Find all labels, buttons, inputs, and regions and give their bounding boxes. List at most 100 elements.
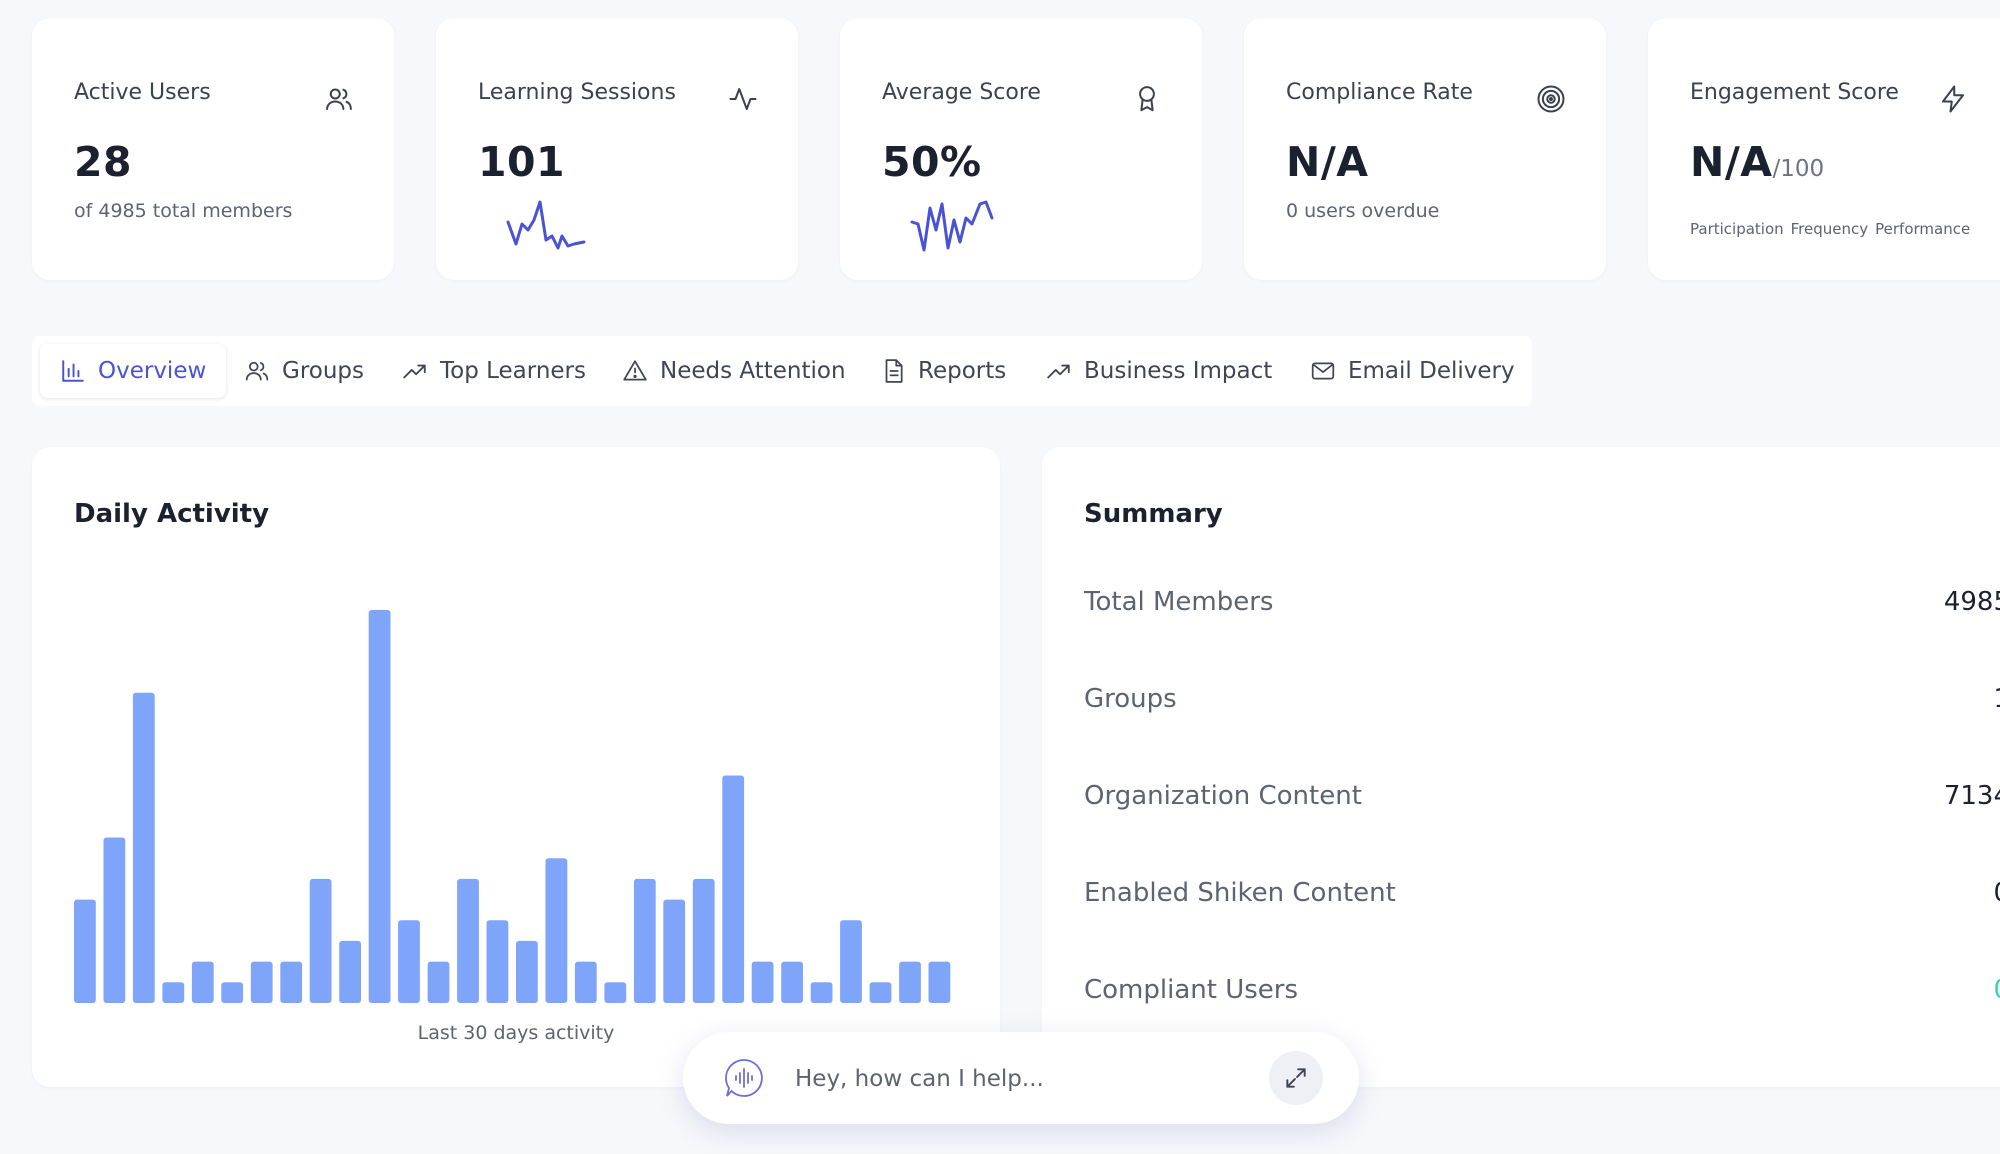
activity-bar: [751, 961, 774, 1003]
activity-bar: [457, 878, 479, 1003]
target-icon: [1536, 84, 1566, 114]
chart-caption: Last 30 days activity: [418, 1022, 615, 1044]
bar-chart-icon: [62, 360, 84, 382]
score-sparkline: [910, 200, 994, 252]
stat-title: Engagement Score: [1690, 80, 1899, 105]
stat-title: Average Score: [882, 80, 1041, 105]
summary-value: 4985: [1943, 587, 2000, 617]
trending-up-icon: [403, 364, 426, 379]
stat-card-active-users: Active Users 28 of 4985 total members: [32, 18, 394, 280]
tab-top-learners[interactable]: Top Learners: [402, 344, 586, 398]
expand-icon: [1286, 1068, 1306, 1088]
activity-bar: [103, 837, 126, 1003]
activity-bar: [309, 878, 332, 1003]
activity-bar: [899, 961, 921, 1003]
stat-subtext: of 4985 total members: [74, 200, 293, 222]
tab-label: Reports: [918, 358, 1007, 384]
tab-label: Business Impact: [1084, 358, 1273, 384]
stat-card-engagement-score: Engagement Score N/A/100 Participation Fr…: [1648, 18, 2000, 280]
mail-icon: [1311, 362, 1335, 380]
engagement-labels: Participation Frequency Performance: [1690, 220, 1977, 238]
activity-bar: [74, 899, 96, 1003]
tab-bar: Overview Groups Top Learners Needs Atten…: [32, 336, 1532, 406]
activity-bar: [132, 692, 155, 1003]
summary-value: 1: [1993, 684, 2000, 714]
activity-bar: [928, 961, 951, 1003]
stat-card-learning-sessions: Learning Sessions 101: [436, 18, 798, 280]
tab-email-delivery[interactable]: Email Delivery: [1310, 344, 1515, 398]
daily-activity-chart: Last 30 days activity: [74, 610, 951, 1044]
stat-value: 28: [74, 138, 133, 186]
summary-row-enabled-shiken-content: Enabled Shiken Content 0: [1084, 878, 2000, 918]
stat-card-compliance-rate: Compliance Rate N/A 0 users overdue: [1244, 18, 1606, 280]
stat-title: Active Users: [74, 80, 211, 105]
stat-subtext: 0 users overdue: [1286, 200, 1440, 222]
activity-bar: [810, 982, 833, 1003]
tab-label: Needs Attention: [660, 358, 846, 384]
expand-button[interactable]: [1269, 1051, 1323, 1105]
activity-bar: [781, 961, 803, 1003]
stat-title: Compliance Rate: [1286, 80, 1473, 105]
activity-bar: [221, 982, 244, 1003]
tab-business-impact[interactable]: Business Impact: [1046, 344, 1272, 398]
summary-title: Summary: [1084, 499, 1223, 529]
summary-value: 7134: [1943, 781, 2000, 811]
activity-bar: [840, 920, 862, 1003]
daily-activity-panel: Daily Activity Last 30 days activity: [32, 447, 1000, 1087]
assistant-bar: [683, 1032, 1359, 1124]
stat-card-average-score: Average Score 50%: [840, 18, 1202, 280]
tab-label: Top Learners: [440, 358, 586, 384]
summary-value: 0: [1993, 975, 2000, 1005]
award-icon: [1132, 84, 1162, 114]
tab-label: Email Delivery: [1348, 358, 1515, 384]
summary-value: 0: [1993, 878, 2000, 908]
activity-bar: [545, 858, 568, 1003]
activity-bar: [516, 940, 538, 1003]
assistant-input[interactable]: [793, 1056, 1237, 1102]
summary-label: Groups: [1084, 684, 1177, 714]
engagement-value-suffix: /100: [1772, 156, 1825, 182]
tab-label: Groups: [282, 358, 365, 384]
activity-bar: [280, 961, 303, 1003]
trending-up-icon: [1047, 364, 1070, 379]
activity-bar: [486, 920, 509, 1003]
tab-label: Overview: [98, 358, 207, 384]
summary-row-compliant-users: Compliant Users 0: [1084, 975, 2000, 1015]
tab-overview[interactable]: Overview: [40, 344, 227, 398]
stat-value: N/A/100: [1690, 138, 1824, 186]
activity-bar: [250, 961, 273, 1003]
activity-bar: [191, 961, 214, 1003]
activity-bar: [339, 940, 361, 1003]
activity-bar: [162, 982, 185, 1003]
activity-bar: [398, 920, 420, 1003]
alert-triangle-icon: [623, 360, 647, 381]
stat-value: 101: [478, 138, 566, 186]
activity-bar: [427, 961, 450, 1003]
summary-label: Enabled Shiken Content: [1084, 878, 1396, 908]
summary-panel: Summary Total Members 4985 Groups 1 Orga…: [1042, 447, 2000, 1087]
zap-icon: [1938, 84, 1968, 114]
activity-bar: [692, 878, 715, 1003]
activity-bar: [574, 961, 597, 1003]
stat-title: Learning Sessions: [478, 80, 676, 105]
voice-icon[interactable]: [723, 1057, 765, 1099]
daily-activity-title: Daily Activity: [74, 499, 270, 529]
stat-value: N/A: [1286, 138, 1369, 186]
sessions-sparkline: [506, 200, 586, 250]
tab-groups[interactable]: Groups: [244, 344, 364, 398]
tab-reports[interactable]: Reports: [880, 344, 1006, 398]
engagement-label-frequency: Frequency: [1790, 220, 1869, 238]
stat-value: 50%: [882, 138, 982, 186]
summary-row-total-members: Total Members 4985: [1084, 587, 2000, 627]
summary-label: Total Members: [1084, 587, 1274, 617]
summary-row-groups: Groups 1: [1084, 684, 2000, 724]
activity-bar: [869, 982, 892, 1003]
activity-bar: [604, 982, 627, 1003]
activity-bar: [663, 899, 686, 1003]
engagement-label-participation: Participation: [1690, 220, 1784, 238]
engagement-value: N/A: [1690, 138, 1773, 186]
tab-needs-attention[interactable]: Needs Attention: [622, 344, 846, 398]
activity-icon: [728, 84, 758, 114]
activity-bar: [633, 878, 656, 1003]
users-icon: [245, 361, 269, 381]
